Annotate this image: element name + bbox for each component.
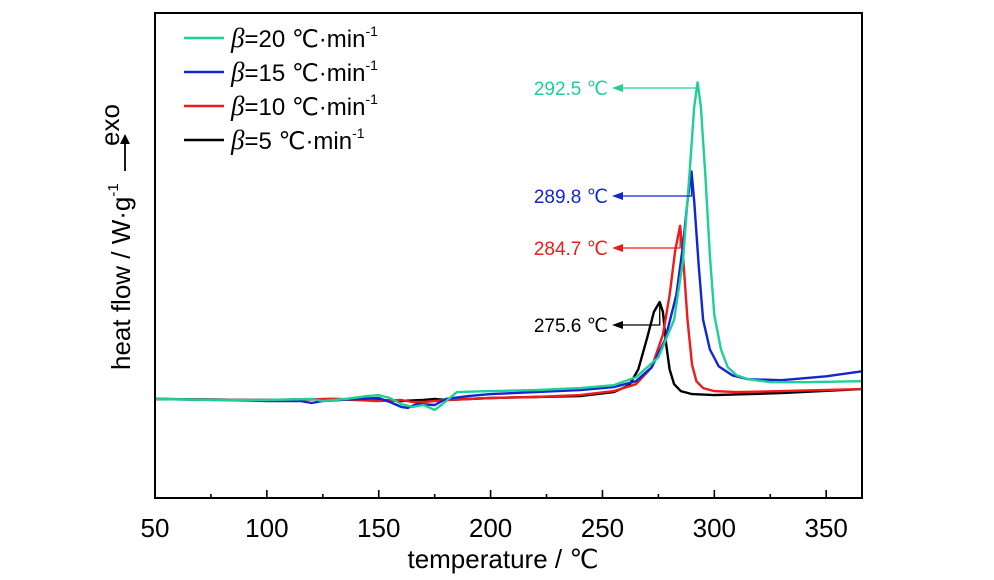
y-axis-title-group: heat flow / W·g-1 [105, 183, 136, 370]
series-line-0 [155, 81, 862, 412]
legend-entry-label: β=20 ℃·min-1 [230, 23, 378, 53]
x-tick-label: 150 [357, 513, 400, 543]
annotation-leader-line [620, 84, 699, 89]
exo-label: exo [95, 104, 125, 146]
peak-label: 284.7 ℃ [534, 239, 608, 260]
legend: β=20 ℃·min-1 β=15 ℃·min-1 β=10 ℃·min-1 β=5 … [184, 23, 378, 155]
annotation-leader-line [620, 173, 693, 197]
peak-label: 289.8 ℃ [534, 187, 608, 208]
x-tick-label: 50 [141, 513, 170, 543]
series-line-2 [155, 224, 862, 404]
x-axis-title: temperature / ℃ [407, 544, 598, 574]
peak-annotations: 292.5 ℃ 289.8 ℃ 284.7 ℃ 275.6 ℃ [534, 79, 699, 337]
y-axis-title-superscript: -1 [105, 183, 122, 196]
series-layer [155, 81, 862, 412]
annotation-arrow-head-icon [612, 244, 623, 252]
series-line-1 [155, 170, 862, 410]
svg-text:heat flow / W·g-1: heat flow / W·g-1 [105, 183, 136, 370]
x-tick-label: 350 [805, 513, 848, 543]
exo-indicator: exo [95, 104, 130, 171]
exo-arrow-head-icon [120, 134, 130, 144]
annotation-arrow-head-icon [612, 192, 623, 200]
y-axis-title: heat flow / W·g [106, 197, 136, 370]
series-line-3 [155, 300, 862, 403]
x-tick-label: 250 [581, 513, 624, 543]
peak-label: 292.5 ℃ [534, 79, 608, 100]
x-axis-ticks: 50 100 150 200 250 300 350 [141, 490, 848, 543]
annotation-leader-line [620, 227, 681, 249]
legend-entry-label: β=5 ℃·min-1 [230, 125, 365, 155]
legend-entry-label: β=10 ℃·min-1 [230, 91, 378, 121]
x-tick-label: 100 [245, 513, 288, 543]
plot-frame [154, 12, 863, 499]
annotation-leader-line [620, 304, 661, 326]
annotation-arrow-head-icon [612, 321, 623, 329]
annotation-arrow-head-icon [612, 84, 623, 92]
legend-entry-label: β=15 ℃·min-1 [230, 57, 378, 87]
x-tick-label: 200 [469, 513, 512, 543]
x-tick-label: 300 [693, 513, 736, 543]
peak-label: 275.6 ℃ [534, 316, 608, 337]
